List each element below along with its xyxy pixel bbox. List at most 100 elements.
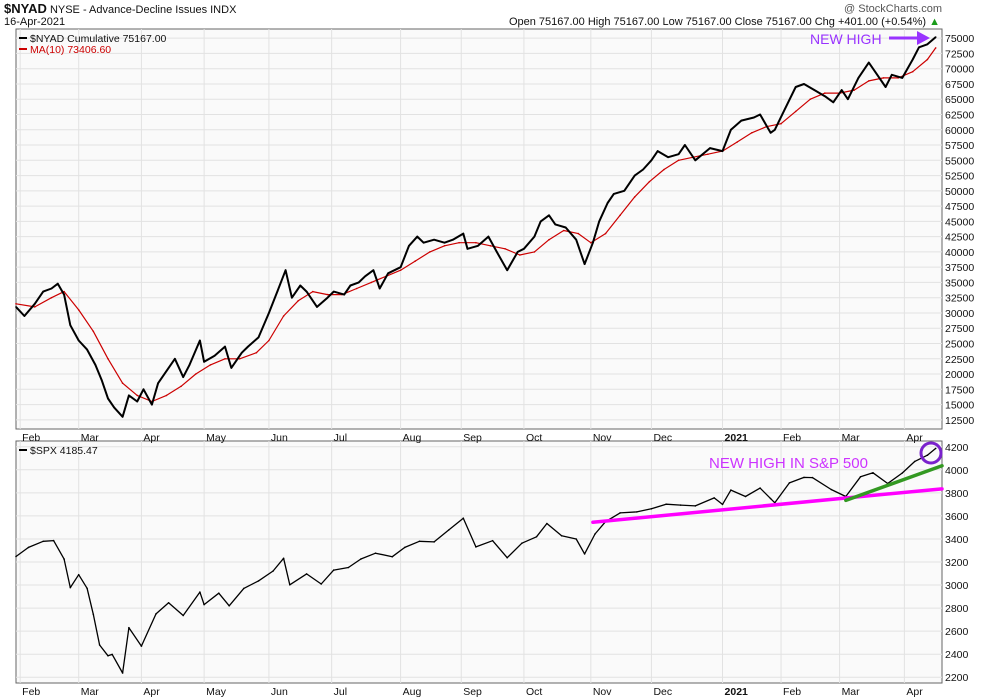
x-tick-label: Oct [526,686,542,698]
nyad-line-point [832,101,835,104]
nyad-line-point [276,290,279,293]
y-tick-label: 65000 [945,94,974,106]
spx-line-point [92,613,95,616]
ma10-line-point [663,168,665,171]
nyad-line-point [606,202,609,204]
y-tick-label: 42500 [945,232,974,244]
nyad-line-point [174,358,176,360]
y-tick-label: 32500 [945,293,974,305]
legend-label: $SPX 4185.47 [30,445,98,457]
nyad-line-point [241,351,243,354]
nyad-line-point [633,174,636,177]
nyad-line-point [583,263,586,265]
ma10-line-point [475,241,477,244]
y-tick-label: 67500 [945,79,974,91]
ma10-line-point [297,300,300,302]
x-tick-label: Feb [783,686,801,698]
spx-line-point [560,535,563,537]
ma10-line-point [443,245,446,247]
ma10-line-point [238,358,241,360]
x-tick-label: Jul [334,432,347,444]
spx-new-high-annotation: NEW HIGH IN S&P 500 [709,455,868,472]
x-tick-label: Nov [593,686,612,698]
nyad-line-point [408,245,410,247]
nyad-line-point [650,159,653,162]
spx-line-point [305,573,308,575]
y-tick-label: 62500 [945,109,974,121]
nyad-line-point [598,220,600,223]
spx-line-point [713,497,715,499]
y-tick-label: 20000 [945,369,974,381]
y-tick-label: 4200 [945,442,969,454]
ma10-line-point [926,58,929,61]
nyad-line-point [539,220,542,223]
spx-line-point [546,522,548,525]
nyad-line-point [203,361,205,363]
nyad-line-point [151,403,153,406]
nyad-line-point [230,367,233,369]
spx-line-point [98,644,101,646]
nyad-line-point [378,287,381,290]
nyad-line-point [891,74,893,76]
ma10-line-point [489,245,492,247]
spx-line-point [447,529,450,531]
ma10-line-point [548,238,550,241]
ma10-line-point [868,80,870,82]
y-tick-label: 60000 [945,125,974,137]
y-tick-label: 3200 [945,557,969,569]
y-tick-label: 55000 [945,155,974,167]
ma10-line-point [136,394,138,397]
x-tick-label: Jun [271,686,288,698]
spx-line-point [926,454,929,457]
nyad-line-point [332,290,335,293]
nyad-line-point [784,107,786,110]
x-tick-label: Sep [463,686,482,698]
y-tick-label: 47500 [945,201,974,213]
spx-line-point [830,488,832,491]
y-tick-label: 3800 [945,488,969,500]
ma10-line-point [165,394,168,397]
x-tick-label: Jul [334,686,347,698]
ma10-line-point [195,373,197,375]
nyad-line-point [42,290,44,293]
ma10-line-point [619,214,621,217]
top-plot-area [15,28,943,430]
nyad-line-point [316,306,318,308]
spx-line-point [111,653,113,656]
ma10-line-point [853,89,855,91]
ma10-line-point [809,98,812,100]
ma10-line-point [355,287,358,290]
x-tick-label: Feb [22,686,40,698]
nyad-line-point [305,290,308,293]
spx-line-point [769,497,772,500]
nyad-line-point [759,113,761,116]
ma10-line-point [780,122,782,125]
spx-line-point [52,539,55,542]
nyad-line-point [86,348,88,351]
x-tick-label: Oct [526,432,542,444]
ma10-line-point [429,251,431,253]
y-tick-label: 3600 [945,511,969,523]
ma10-line [15,47,937,403]
nyad-line-point [372,269,375,272]
nyad-line-point [188,364,191,366]
nyad-line-point [918,46,920,49]
spx-line-point [257,580,260,582]
nyad-line-point [128,394,130,397]
spx-line-point [107,655,109,657]
ma10-line-point [50,296,53,299]
y-tick-label: 2600 [945,626,969,638]
ma10-line-point [15,303,17,305]
nyad-line-point [343,293,346,296]
spx-line-point [128,626,130,629]
nyad-line-point [121,416,124,418]
nyad-line-point [753,116,755,119]
nyad-line-point [247,345,249,348]
nyad-line-point [794,86,797,88]
y-tick-label: 40000 [945,247,974,259]
ma10-line-point [519,254,521,256]
ma10-line-point [209,364,212,366]
nyad-line-point [487,235,490,238]
spx-line-point [15,555,17,558]
x-tick-label: Feb [783,432,801,444]
